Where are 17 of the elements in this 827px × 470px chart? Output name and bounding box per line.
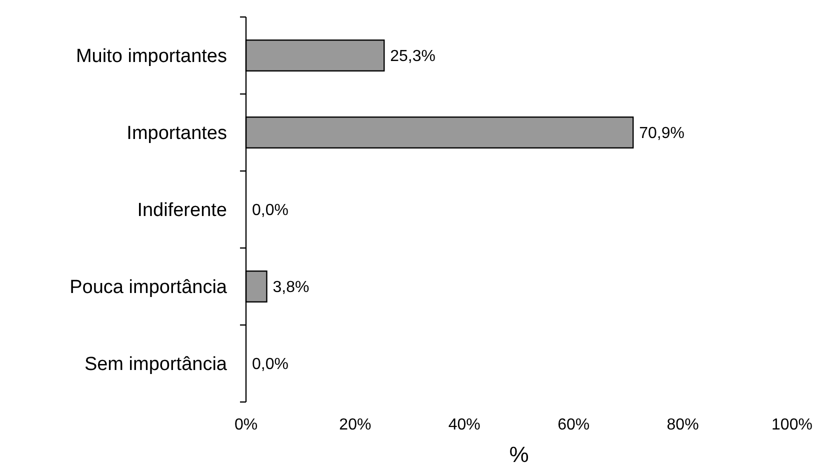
y-tick-label: Muito importantes (76, 46, 227, 68)
data-label: 0,0% (252, 202, 288, 220)
x-tick-label: 60% (558, 416, 590, 434)
data-label: 0,0% (252, 356, 288, 374)
data-label: 3,8% (272, 279, 310, 296)
y-tick-label: Importantes (126, 123, 227, 144)
y-tick-label: Indiferente (137, 200, 227, 222)
x-tick-label: 0% (234, 416, 258, 434)
data-label: 70,9% (639, 125, 684, 142)
x-tick-label: 20% (339, 416, 372, 434)
x-tick-label: 80% (666, 416, 699, 434)
y-tick-label: Pouca importância (70, 277, 228, 298)
y-tick-label: Sem importância (84, 354, 228, 376)
x-axis-title: % (509, 442, 529, 467)
x-tick-label: 40% (448, 416, 480, 434)
x-tick-label: 100% (772, 416, 812, 434)
data-label: 25,3% (390, 48, 436, 66)
